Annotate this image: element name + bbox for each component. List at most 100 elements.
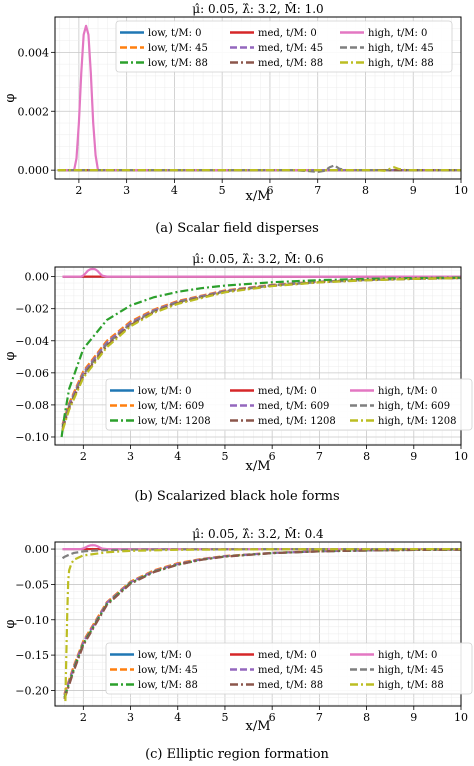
y-tick-label: 0.004 [18,46,50,59]
legend-label: low, t/M: 609 [138,401,204,412]
series-line [60,276,461,438]
legend-label: low, t/M: 45 [148,43,208,54]
x-tick-label: 5 [219,184,226,197]
x-tick-label: 6 [269,711,276,724]
legend-label: high, t/M: 45 [378,665,444,676]
chart-panel-1: 2 3 4 5 6 7 8 9 10 0.000 0.002 0.004 μ̂: 0.05, λ̂: 3… [3,1,468,236]
series-group [60,267,461,438]
legend-label: high, t/M: 0 [378,650,437,661]
x-tick-label: 7 [314,184,321,197]
axes-frame [54,541,462,707]
y-tick-label: −0.15 [15,649,49,662]
chart-title: μ̂: 0.05, λ̂: 3.2, M̂: 1.0 [192,1,323,16]
y-tick-label: −0.02 [15,303,49,316]
y-tick-label: 0.000 [18,164,50,177]
x-tick-label: 6 [269,450,276,463]
y-tick-label: −0.08 [15,399,49,412]
x-tick-label: 5 [221,711,228,724]
legend: low, t/M: 0 med, t/M: 0 high, t/M: 0 low, t… [105,642,473,695]
x-tick-label: 4 [174,711,181,724]
legend-label: med, t/M: 45 [258,43,323,54]
legend: low, t/M: 0 med, t/M: 0 high, t/M: 0 low, t… [115,20,453,73]
series-group [57,24,461,174]
legend-label: high, t/M: 88 [368,58,434,69]
y-tick-label: −0.05 [15,578,49,591]
series-line [57,166,461,172]
y-tick-label: 0.00 [25,543,50,556]
y-tick-label: 0.002 [18,105,50,118]
series-line [63,548,461,700]
legend-label: high, t/M: 45 [368,43,434,54]
x-tick-label: 4 [171,184,178,197]
legend-label: med, t/M: 0 [258,28,317,39]
x-tick-label: 3 [127,711,134,724]
legend-label: med, t/M: 1208 [258,416,336,427]
legend-label: low, t/M: 1208 [138,416,211,427]
x-tick-label: 7 [316,711,323,724]
legend-label: low, t/M: 88 [148,58,208,69]
legend-label: med, t/M: 88 [258,58,323,69]
x-tick-label: 7 [316,450,323,463]
y-tick-label: −0.10 [15,614,49,627]
series-line [63,548,461,698]
x-tick-label: 2 [80,711,87,724]
y-tick-label: −0.10 [15,431,49,444]
x-tick-label: 8 [363,711,370,724]
legend-label: low, t/M: 0 [148,28,202,39]
y-axis-label: φ [3,619,18,628]
legend-label: med, t/M: 0 [258,386,317,397]
series-line [63,548,461,696]
y-axis-label: φ [3,93,18,102]
x-tick-label: 2 [80,450,87,463]
legend-label: low, t/M: 88 [138,680,198,691]
legend-label: med, t/M: 609 [258,401,329,412]
y-tick-label: −0.06 [15,367,49,380]
x-tick-label: 8 [363,450,370,463]
series-line [61,276,461,425]
legend-label: high, t/M: 1208 [378,416,456,427]
panel-caption: (c) Elliptic region formation [145,747,329,762]
y-tick-label: 0.00 [25,271,50,284]
legend-label: high, t/M: 88 [378,680,444,691]
legend-label: low, t/M: 0 [138,386,192,397]
chart-title: μ̂: 0.05, λ̂: 3.2, M̂: 0.4 [192,526,324,541]
legend-label: low, t/M: 0 [138,650,192,661]
x-axis-label: x/M [245,189,270,204]
x-tick-label: 9 [410,450,417,463]
x-tick-label: 8 [362,184,369,197]
x-axis-label: x/M [245,459,270,474]
legend-box [115,20,453,73]
legend-label: med, t/M: 45 [258,665,323,676]
series-group [61,544,461,702]
chart-panel-2: 2 3 4 5 6 7 8 9 10 0.00 −0.02 −0.04 −0.06 −0.08 −0.10 μ… [3,251,473,504]
chart-title: μ̂: 0.05, λ̂: 3.2, M̂: 0.6 [192,251,323,266]
x-tick-label: 6 [266,184,273,197]
y-tick-label: −0.20 [15,684,49,697]
legend-label: med, t/M: 88 [258,680,323,691]
y-tick-label: −0.04 [15,335,49,348]
x-tick-label: 10 [454,184,468,197]
x-axis-label: x/M [245,719,270,734]
legend-label: low, t/M: 45 [138,665,198,676]
legend-label: med, t/M: 0 [258,650,317,661]
panel-caption: (a) Scalar field disperses [155,221,319,236]
legend-label: high, t/M: 0 [368,28,427,39]
series-line [61,276,461,431]
x-tick-label: 3 [123,184,130,197]
legend: low, t/M: 0 med, t/M: 0 high, t/M: 0 low, t… [105,378,473,431]
series-line [62,267,461,278]
x-tick-label: 5 [221,450,228,463]
x-tick-label: 2 [75,184,82,197]
x-tick-label: 9 [410,184,417,197]
series-line [62,544,461,551]
panel-caption: (b) Scalarized black hole forms [134,489,339,504]
series-line [64,547,461,702]
legend-label: high, t/M: 0 [378,386,437,397]
x-tick-label: 10 [454,450,468,463]
x-tick-label: 3 [127,450,134,463]
x-tick-label: 4 [174,450,181,463]
x-tick-label: 9 [410,711,417,724]
series-line [61,276,461,427]
legend-label: high, t/M: 609 [378,401,450,412]
